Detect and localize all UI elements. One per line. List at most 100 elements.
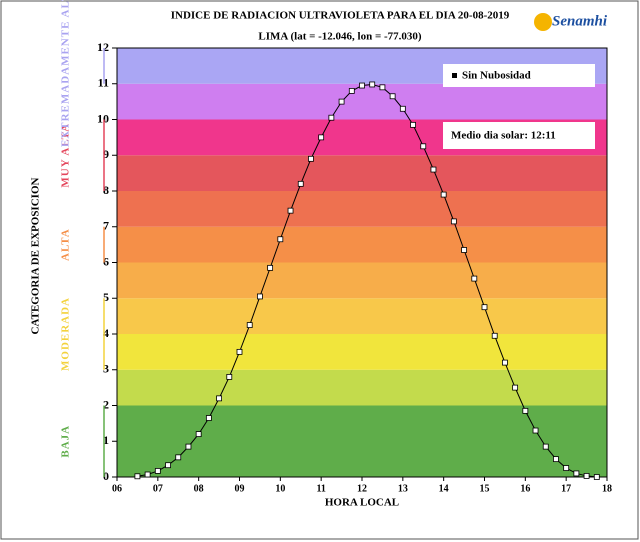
- uv-line: [137, 83, 597, 478]
- uv-point: [379, 84, 386, 91]
- legend-label: Sin Nubosidad: [462, 70, 531, 82]
- uv-band: [117, 226, 607, 263]
- category-label: BAJA: [60, 425, 72, 458]
- uv-point: [512, 384, 519, 391]
- uv-point: [420, 143, 427, 150]
- uv-band: [117, 262, 607, 299]
- legend: Sin Nubosidad: [443, 64, 595, 87]
- x-tick-label: 10: [275, 483, 285, 494]
- uv-point: [175, 454, 182, 461]
- category-label: EXTREMADAMENTE ALTA: [60, 0, 72, 147]
- x-tick-label: 15: [480, 483, 490, 494]
- uv-point: [553, 456, 559, 463]
- uv-band: [117, 369, 607, 406]
- x-tick-label: 07: [153, 483, 163, 494]
- y-tick-label: 0: [103, 469, 109, 483]
- logo-sun: [534, 13, 552, 31]
- uv-point: [389, 93, 396, 100]
- uv-point: [450, 218, 457, 225]
- uv-point: [185, 443, 192, 450]
- uv-point: [573, 470, 580, 477]
- uv-point: [205, 415, 212, 421]
- uv-point: [359, 82, 365, 89]
- chart-title: INDICE DE RADIACION ULTRAVIOLETA PARA EL…: [171, 10, 510, 22]
- x-tick-label: 06: [112, 483, 122, 494]
- uv-band: [117, 405, 607, 477]
- y-tick-label: 10: [97, 111, 109, 125]
- uv-point: [236, 348, 243, 355]
- uv-point: [338, 98, 345, 105]
- uv-point: [287, 207, 294, 214]
- legend-swatch: [452, 73, 457, 78]
- y-tick-label: 12: [97, 40, 109, 54]
- uv-point: [226, 373, 233, 380]
- uv-point: [165, 462, 171, 469]
- uv-point: [134, 473, 141, 480]
- uv-point: [246, 322, 253, 328]
- uv-band: [117, 298, 607, 334]
- uv-point: [583, 473, 590, 479]
- logo-text: Senamhi: [552, 13, 608, 29]
- uv-point: [440, 191, 447, 198]
- x-tick-label: 13: [398, 483, 408, 494]
- y-tick-label: 2: [103, 397, 109, 411]
- uv-point: [481, 304, 488, 311]
- annotation-box: [443, 122, 595, 149]
- x-tick-label: 17: [561, 483, 571, 494]
- y-tick-label: 7: [103, 219, 109, 233]
- y-axis-title: CATEGORIA DE EXPOSICION: [30, 178, 42, 335]
- uv-point: [216, 395, 222, 402]
- uv-point: [267, 264, 274, 271]
- uv-point: [257, 293, 263, 300]
- uv-point: [502, 359, 508, 366]
- x-tick-label: 16: [520, 483, 530, 494]
- legend-box: [443, 64, 595, 87]
- uv-point: [491, 332, 498, 339]
- uv-band: [117, 191, 607, 227]
- x-tick-label: 09: [235, 483, 245, 494]
- category-label: MODERADA: [60, 297, 72, 371]
- uv-band: [117, 334, 607, 370]
- uv-point: [522, 407, 529, 414]
- annotation: Medio dia solar: 12:11: [451, 130, 556, 142]
- y-tick-label: 3: [103, 362, 109, 376]
- x-tick-label: 14: [439, 483, 449, 494]
- uv-point: [348, 88, 355, 94]
- uv-point: [297, 180, 304, 187]
- y-tick-label: 5: [103, 290, 109, 304]
- uv-point: [369, 81, 376, 88]
- uv-point: [308, 155, 314, 162]
- y-tick-label: 9: [103, 147, 109, 161]
- chart-subtitle: LIMA (lat = -12.046, lon = -77.030): [258, 31, 422, 43]
- uv-point: [328, 114, 335, 121]
- uv-point: [593, 474, 600, 480]
- uv-point: [195, 431, 202, 438]
- x-tick-label: 11: [316, 483, 325, 494]
- x-tick-label: 08: [194, 483, 204, 494]
- uv-point: [277, 236, 284, 243]
- uv-point: [430, 166, 437, 173]
- uv-point: [461, 247, 467, 253]
- category-label: MUY ALTA: [60, 123, 72, 188]
- y-tick-label: 6: [103, 254, 109, 268]
- uv-point: [471, 275, 478, 282]
- logo: Senamhi: [534, 13, 608, 31]
- x-tick-label: 12: [357, 483, 367, 494]
- uv-point: [563, 465, 570, 471]
- uv-point: [154, 468, 161, 474]
- x-tick-label: 18: [602, 483, 612, 494]
- uv-band: [117, 83, 607, 120]
- uv-band: [117, 155, 607, 191]
- uv-point: [318, 134, 325, 141]
- uv-point: [542, 443, 549, 450]
- uv-point: [399, 105, 406, 112]
- y-tick-label: 8: [103, 183, 109, 197]
- uv-point: [532, 427, 539, 434]
- category-label: ALTA: [60, 228, 72, 261]
- uv-point: [410, 121, 416, 128]
- y-tick-label: 1: [103, 433, 109, 447]
- uv-point: [144, 471, 151, 478]
- y-tick-label: 4: [103, 326, 109, 340]
- x-axis-title: HORA LOCAL: [325, 497, 399, 509]
